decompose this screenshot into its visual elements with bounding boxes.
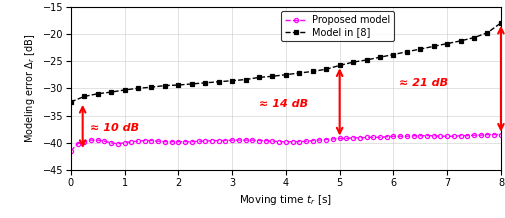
- Model in [8]: [470, 36, 476, 39]
- Model in [8]: [282, 73, 288, 76]
- Model in [8]: [215, 80, 221, 83]
- Model in [8]: [68, 101, 74, 103]
- Model in [8]: [296, 72, 302, 74]
- Model in [8]: [94, 92, 100, 95]
- Model in [8]: [81, 95, 87, 98]
- Proposed model: [195, 140, 201, 143]
- Proposed model: [436, 135, 442, 138]
- Model in [8]: [390, 53, 396, 56]
- Text: ≈ 10 dB: ≈ 10 dB: [89, 123, 138, 133]
- Proposed model: [168, 140, 174, 143]
- Proposed model: [497, 133, 503, 136]
- Model in [8]: [363, 59, 369, 61]
- Model in [8]: [202, 82, 208, 84]
- Model in [8]: [121, 89, 127, 91]
- Model in [8]: [229, 79, 235, 82]
- Model in [8]: [457, 40, 463, 42]
- Proposed model: [289, 140, 295, 143]
- Proposed model: [483, 133, 489, 136]
- Model in [8]: [443, 42, 449, 45]
- Model in [8]: [175, 84, 181, 86]
- Model in [8]: [309, 70, 315, 73]
- Legend: Proposed model, Model in [8]: Proposed model, Model in [8]: [281, 11, 393, 41]
- Model in [8]: [336, 64, 342, 67]
- X-axis label: Moving time $t_r$ [s]: Moving time $t_r$ [s]: [239, 193, 332, 207]
- Text: ≈ 14 dB: ≈ 14 dB: [259, 99, 308, 109]
- Text: ≈ 21 dB: ≈ 21 dB: [398, 78, 447, 88]
- Model in [8]: [483, 31, 489, 34]
- Proposed model: [68, 150, 74, 152]
- Proposed model: [477, 134, 483, 136]
- Model in [8]: [148, 86, 154, 89]
- Proposed model: [249, 139, 255, 141]
- Model in [8]: [242, 78, 248, 81]
- Model in [8]: [497, 22, 503, 24]
- Model in [8]: [135, 87, 141, 90]
- Model in [8]: [256, 76, 262, 79]
- Line: Proposed model: Proposed model: [69, 133, 502, 153]
- Model in [8]: [417, 48, 423, 50]
- Model in [8]: [323, 68, 329, 71]
- Y-axis label: Modeling error $\Delta_r$ [dB]: Modeling error $\Delta_r$ [dB]: [23, 34, 37, 143]
- Model in [8]: [376, 56, 382, 59]
- Model in [8]: [403, 51, 409, 53]
- Model in [8]: [188, 83, 194, 85]
- Model in [8]: [162, 84, 168, 87]
- Line: Model in [8]: Model in [8]: [68, 20, 502, 104]
- Model in [8]: [349, 61, 356, 63]
- Model in [8]: [430, 45, 436, 48]
- Model in [8]: [108, 91, 114, 94]
- Model in [8]: [269, 75, 275, 78]
